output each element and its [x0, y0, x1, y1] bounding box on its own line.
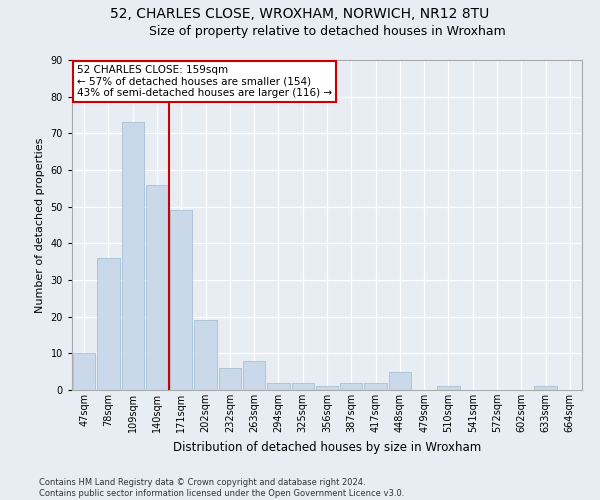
- Bar: [535, 386, 557, 390]
- Title: Size of property relative to detached houses in Wroxham: Size of property relative to detached ho…: [149, 25, 505, 38]
- Bar: [267, 382, 290, 390]
- Bar: [364, 382, 387, 390]
- Bar: [122, 122, 144, 390]
- Y-axis label: Number of detached properties: Number of detached properties: [35, 138, 45, 312]
- Bar: [292, 382, 314, 390]
- Bar: [340, 382, 362, 390]
- Text: Contains HM Land Registry data © Crown copyright and database right 2024.
Contai: Contains HM Land Registry data © Crown c…: [39, 478, 404, 498]
- Bar: [194, 320, 217, 390]
- Bar: [389, 372, 411, 390]
- Bar: [218, 368, 241, 390]
- Text: 52, CHARLES CLOSE, WROXHAM, NORWICH, NR12 8TU: 52, CHARLES CLOSE, WROXHAM, NORWICH, NR1…: [110, 8, 490, 22]
- Bar: [243, 360, 265, 390]
- Bar: [97, 258, 119, 390]
- Text: 52 CHARLES CLOSE: 159sqm
← 57% of detached houses are smaller (154)
43% of semi-: 52 CHARLES CLOSE: 159sqm ← 57% of detach…: [77, 65, 332, 98]
- Bar: [437, 386, 460, 390]
- Bar: [73, 354, 95, 390]
- X-axis label: Distribution of detached houses by size in Wroxham: Distribution of detached houses by size …: [173, 440, 481, 454]
- Bar: [146, 184, 168, 390]
- Bar: [170, 210, 193, 390]
- Bar: [316, 386, 338, 390]
